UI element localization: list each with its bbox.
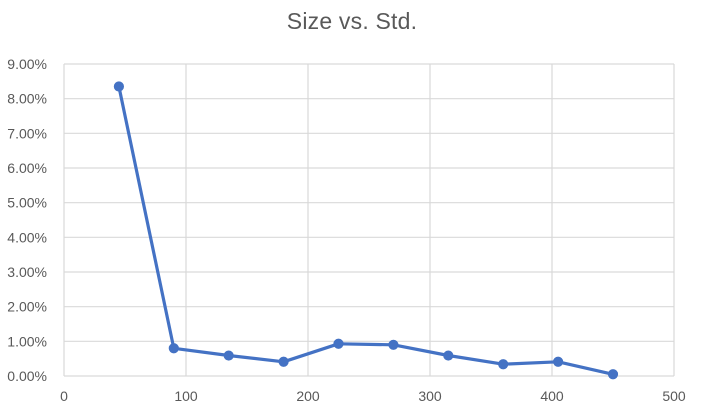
chart-title: Size vs. Std.	[286, 8, 418, 34]
y-tick-label-9: 9.00%	[7, 56, 47, 72]
data-point-0-8	[553, 356, 564, 367]
y-tick-label-8: 8.00%	[7, 91, 47, 107]
x-tick-label-0: 0	[60, 388, 68, 404]
y-tick-label-6: 6.00%	[7, 160, 47, 176]
x-tick-label-4: 400	[540, 388, 564, 404]
x-tick-label-3: 300	[418, 388, 442, 404]
x-tick-label-1: 100	[174, 388, 198, 404]
data-point-0-5	[388, 339, 399, 350]
data-point-0-1	[168, 343, 179, 354]
y-tick-label-0: 0.00%	[7, 368, 47, 384]
series-line-0	[117, 84, 615, 376]
y-tick-label-1: 1.00%	[7, 333, 47, 349]
data-point-0-0	[113, 81, 125, 92]
y-tick-label-4: 4.00%	[7, 229, 47, 245]
data-point-0-3	[278, 356, 289, 367]
y-tick-label-2: 2.00%	[7, 299, 47, 315]
data-point-0-6	[443, 350, 454, 361]
data-point-0-9	[607, 369, 619, 380]
y-tick-label-7: 7.00%	[7, 125, 47, 141]
data-point-0-4	[333, 338, 344, 349]
y-tick-label-5: 5.00%	[7, 195, 47, 211]
data-point-0-2	[223, 350, 234, 361]
x-tick-label-2: 200	[296, 388, 320, 404]
data-point-0-7	[498, 359, 509, 370]
y-tick-label-3: 3.00%	[7, 264, 47, 280]
x-tick-label-5: 500	[662, 388, 686, 404]
